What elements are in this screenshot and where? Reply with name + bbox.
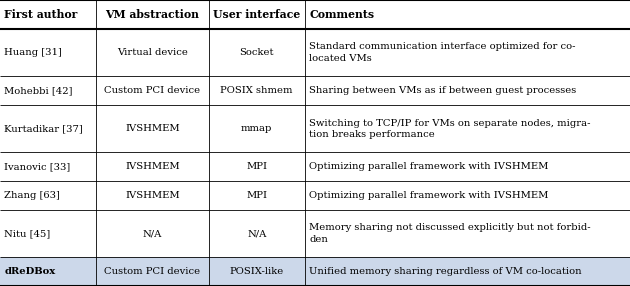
Text: POSIX shmem: POSIX shmem bbox=[220, 86, 293, 95]
Text: Standard communication interface optimized for co-
located VMs: Standard communication interface optimiz… bbox=[309, 42, 576, 63]
Text: Optimizing parallel framework with IVSHMEM: Optimizing parallel framework with IVSHM… bbox=[309, 162, 549, 171]
Text: Switching to TCP/IP for VMs on separate nodes, migra-
tion breaks performance: Switching to TCP/IP for VMs on separate … bbox=[309, 119, 591, 139]
Text: IVSHMEM: IVSHMEM bbox=[125, 191, 180, 200]
Text: Mohebbi [42]: Mohebbi [42] bbox=[4, 86, 73, 95]
Text: MPI: MPI bbox=[246, 191, 267, 200]
Text: POSIX-like: POSIX-like bbox=[229, 267, 284, 276]
Text: Zhang [63]: Zhang [63] bbox=[4, 191, 60, 200]
Bar bbox=[0, 257, 630, 286]
Text: Nitu [45]: Nitu [45] bbox=[4, 229, 50, 238]
Text: Memory sharing not discussed explicitly but not forbid-
den: Memory sharing not discussed explicitly … bbox=[309, 223, 591, 244]
Text: Huang [31]: Huang [31] bbox=[4, 48, 62, 57]
Text: Optimizing parallel framework with IVSHMEM: Optimizing parallel framework with IVSHM… bbox=[309, 191, 549, 200]
Text: User interface: User interface bbox=[213, 9, 301, 20]
Text: mmap: mmap bbox=[241, 124, 272, 133]
Text: Comments: Comments bbox=[309, 9, 374, 20]
Text: Ivanovic [33]: Ivanovic [33] bbox=[4, 162, 71, 171]
Text: IVSHMEM: IVSHMEM bbox=[125, 162, 180, 171]
Text: IVSHMEM: IVSHMEM bbox=[125, 124, 180, 133]
Text: Kurtadikar [37]: Kurtadikar [37] bbox=[4, 124, 83, 133]
Text: Virtual device: Virtual device bbox=[117, 48, 188, 57]
Text: N/A: N/A bbox=[247, 229, 266, 238]
Text: MPI: MPI bbox=[246, 162, 267, 171]
Text: Custom PCI device: Custom PCI device bbox=[105, 86, 200, 95]
Text: Socket: Socket bbox=[239, 48, 274, 57]
Text: First author: First author bbox=[4, 9, 77, 20]
Text: VM abstraction: VM abstraction bbox=[105, 9, 200, 20]
Text: N/A: N/A bbox=[143, 229, 162, 238]
Text: Custom PCI device: Custom PCI device bbox=[105, 267, 200, 276]
Text: dReDBox: dReDBox bbox=[4, 267, 55, 276]
Text: Unified memory sharing regardless of VM co-location: Unified memory sharing regardless of VM … bbox=[309, 267, 582, 276]
Text: Sharing between VMs as if between guest processes: Sharing between VMs as if between guest … bbox=[309, 86, 576, 95]
